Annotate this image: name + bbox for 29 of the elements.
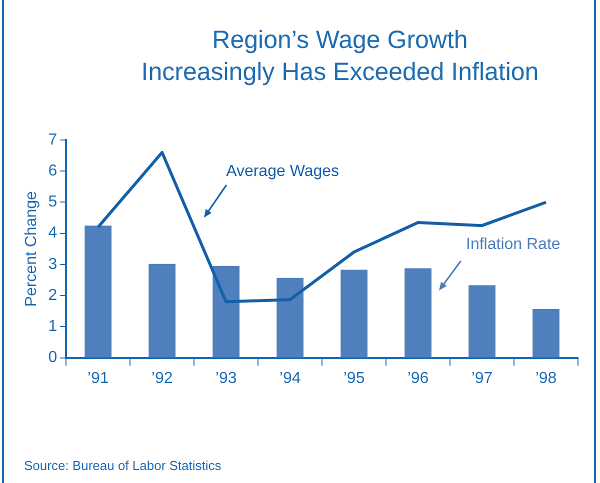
y-tick-label: 7	[48, 131, 58, 148]
y-tick-label: 3	[48, 256, 58, 273]
chart-title: Region’s Wage Growth Increasingly Has Exceeded Inflation	[140, 25, 540, 88]
x-tick-label: ’98	[535, 370, 557, 387]
y-axis-title: Percent Change	[23, 190, 40, 307]
bar	[212, 266, 240, 358]
bar	[468, 285, 496, 358]
bar	[148, 264, 176, 358]
x-tick-label: ’96	[407, 370, 429, 387]
y-tick-label: 2	[48, 286, 58, 304]
bar	[404, 268, 432, 358]
x-tick-label: ’97	[471, 370, 493, 387]
y-tick-label: 1	[48, 318, 58, 336]
y-tick-label: 6	[48, 162, 58, 180]
source-note: Source: Bureau of Labor Statistics	[24, 458, 222, 473]
y-tick-label: 4	[48, 224, 58, 242]
bar	[532, 308, 560, 358]
bar	[340, 270, 368, 358]
x-tick-label: ’92	[151, 370, 173, 387]
y-tick-label: 0	[48, 349, 58, 366]
text: Average Wages	[226, 162, 340, 181]
x-tick-label: ’93	[215, 370, 237, 387]
y-tick-label: 5	[48, 194, 58, 211]
bar	[84, 226, 112, 358]
bar	[276, 278, 304, 358]
x-tick-label: ’95	[343, 370, 365, 387]
x-tick-label: ’94	[279, 370, 301, 387]
x-tick-label: ’91	[87, 370, 109, 387]
text: Inflation Rate	[466, 236, 560, 254]
